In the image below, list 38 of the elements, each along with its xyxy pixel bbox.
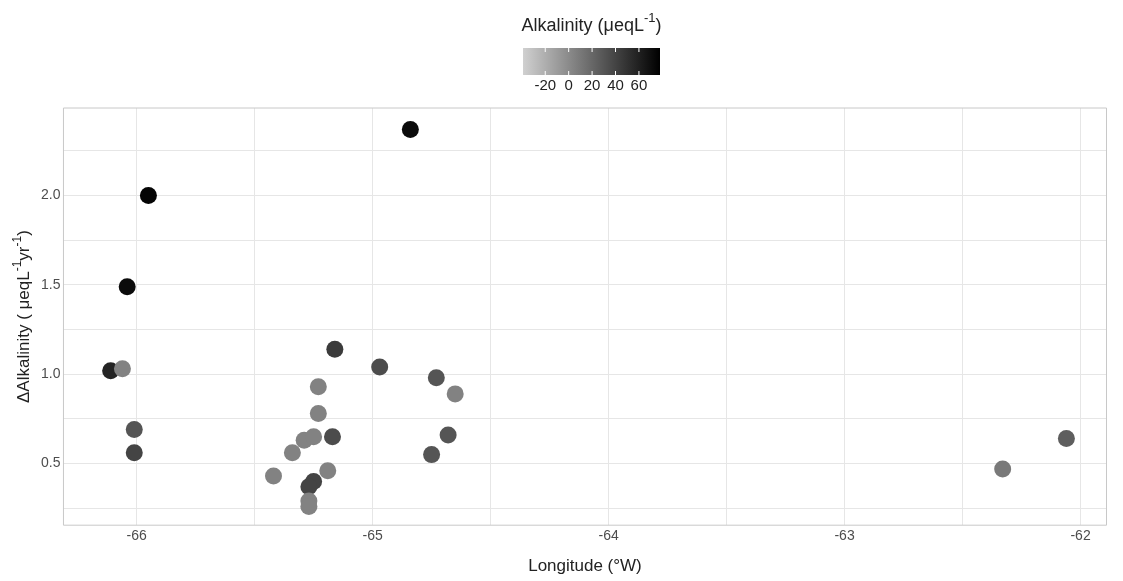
point (139, 187, 157, 205)
color-bar-label: -20 (534, 75, 557, 93)
point (305, 428, 323, 446)
point (319, 462, 337, 480)
point (283, 444, 301, 462)
point (125, 421, 143, 439)
color-bar-label: 40 (607, 75, 624, 93)
point (125, 444, 143, 462)
point (401, 120, 419, 138)
y-tick-label: 1.5 (40, 275, 61, 292)
color-bar-label: 60 (630, 75, 648, 93)
point (423, 446, 441, 464)
color-bar-label: 20 (583, 75, 601, 93)
x-tick-label: -63 (834, 527, 855, 544)
point (1057, 430, 1075, 448)
point (118, 278, 136, 296)
x-axis-title: Longitude (°W) (528, 555, 642, 575)
point (264, 467, 282, 485)
y-tick-label: 2.0 (40, 186, 61, 203)
color-bar-label: 0 (564, 75, 573, 93)
point (300, 478, 318, 496)
point (309, 378, 327, 396)
point (439, 426, 457, 444)
x-tick-label: -62 (1070, 527, 1091, 544)
point (371, 358, 389, 376)
x-tick-label: -66 (126, 527, 147, 544)
point (446, 385, 464, 403)
point (994, 460, 1012, 478)
point (309, 405, 327, 423)
y-axis-title: ΔAlkalinity ( μeqL-1yr-1) (9, 230, 33, 404)
point (427, 369, 445, 387)
point (326, 340, 344, 358)
point (323, 428, 341, 446)
y-tick-label: 0.5 (40, 454, 61, 471)
y-tick-label: 1.0 (40, 365, 61, 382)
x-tick-label: -65 (362, 527, 383, 544)
point (113, 360, 131, 378)
x-tick-label: -64 (598, 527, 619, 544)
